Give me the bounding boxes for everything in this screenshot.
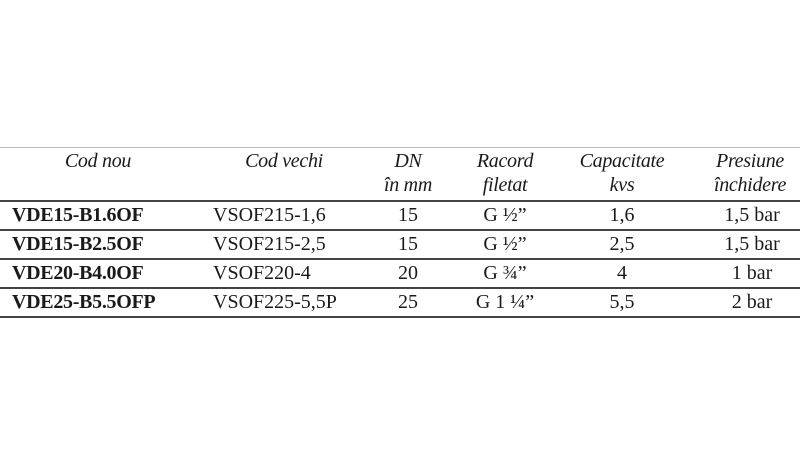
cell-cod-nou: VDE15-B2.5OF (12, 233, 144, 255)
cell-racord: G ¾” (483, 262, 527, 284)
header-cod-vechi: Cod vechi (245, 150, 323, 172)
cell-dn: 15 (398, 233, 418, 255)
cell-dn: 20 (398, 262, 418, 284)
header-capacitate: Capacitate (579, 150, 665, 172)
table-bottom-border (0, 316, 800, 318)
cell-cod-nou: VDE20-B4.0OF (12, 262, 144, 284)
header-presiune: Presiune (716, 150, 784, 172)
header-cod-nou: Cod nou (64, 150, 132, 172)
row-divider (0, 258, 800, 260)
cell-presiune: 1,5 bar (724, 204, 780, 226)
cell-capacitate: 5,5 (609, 291, 635, 313)
header-dn-line2: în mm (384, 174, 432, 196)
table-top-border (0, 147, 800, 148)
header-presiune-line2: închidere (713, 174, 787, 196)
cell-cod-nou: VDE25-B5.5OFP (12, 291, 156, 313)
cell-cod-vechi: VSOF215-1,6 (213, 204, 326, 226)
row-divider (0, 287, 800, 289)
cell-dn: 15 (398, 204, 418, 226)
row-divider (0, 229, 800, 231)
header-dn: DN (394, 150, 422, 172)
cell-cod-vechi: VSOF215-2,5 (213, 233, 326, 255)
header-divider (0, 200, 800, 202)
cell-racord: G 1 ¼” (475, 291, 535, 313)
cell-cod-vechi: VSOF220-4 (213, 262, 311, 284)
cell-capacitate: 4 (617, 262, 627, 284)
header-racord-line2: filetat (482, 174, 528, 196)
cell-racord: G ½” (483, 233, 527, 255)
cell-cod-nou: VDE15-B1.6OF (12, 204, 144, 226)
cell-presiune: 1 bar (731, 262, 773, 284)
cell-capacitate: 1,6 (609, 204, 635, 226)
cell-capacitate: 2,5 (609, 233, 635, 255)
cell-racord: G ½” (483, 204, 527, 226)
cell-dn: 25 (398, 291, 418, 313)
cell-presiune: 1,5 bar (724, 233, 780, 255)
cell-cod-vechi: VSOF225-5,5P (213, 291, 337, 313)
header-racord: Racord (476, 150, 534, 172)
cell-presiune: 2 bar (731, 291, 773, 313)
header-capacitate-line2: kvs (609, 174, 635, 196)
